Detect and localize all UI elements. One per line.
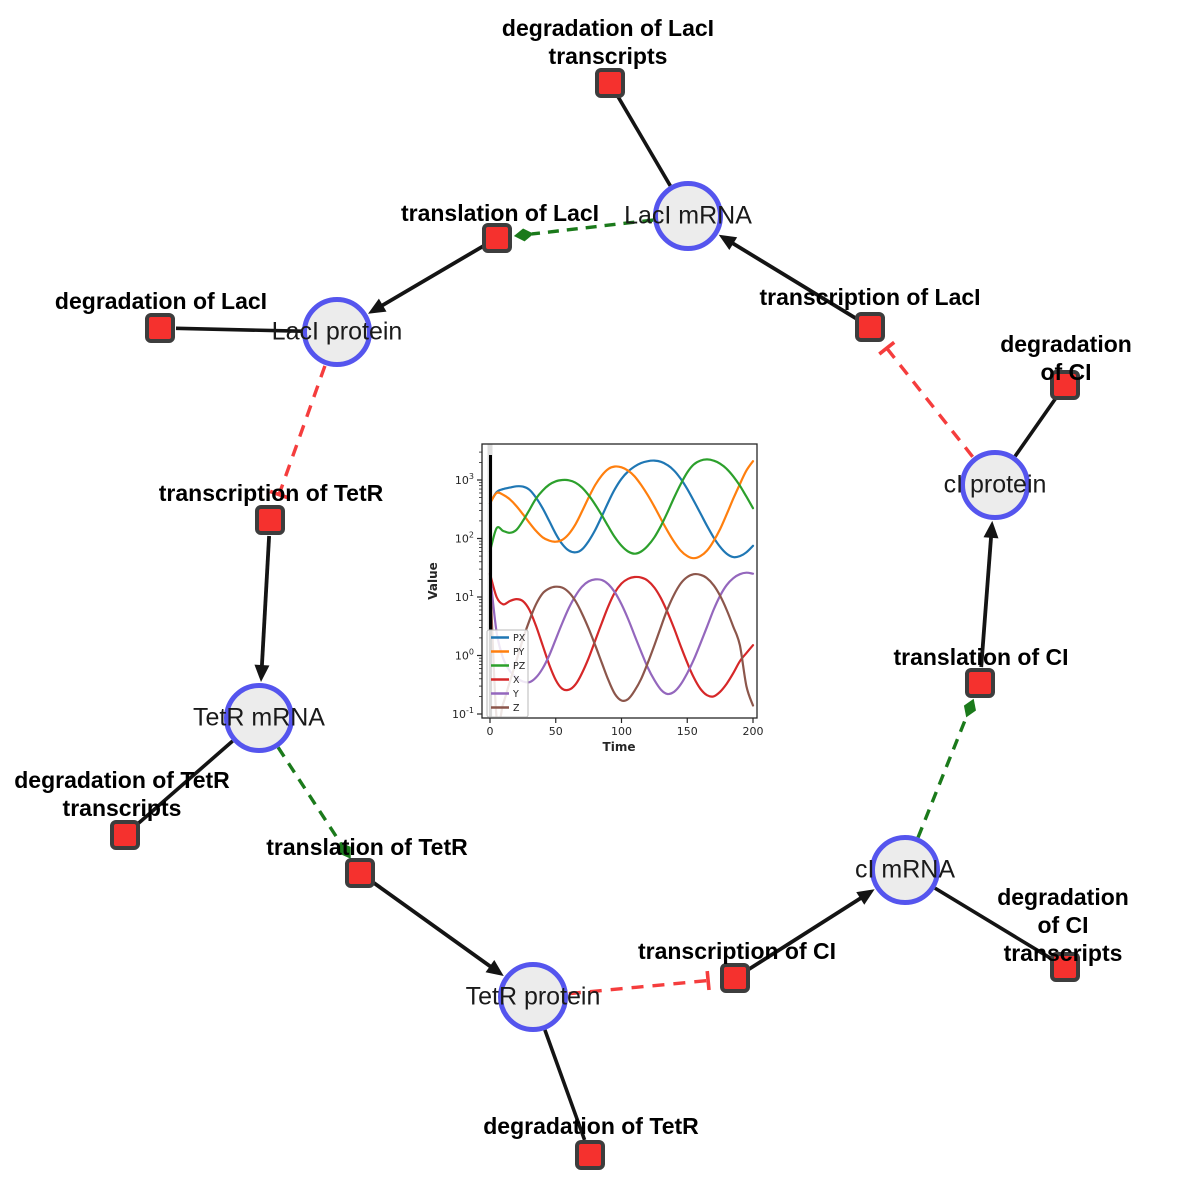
legend-entry-Y: Y [491,689,519,700]
x-axis-tick-label: 50 [549,725,563,738]
y-axis-tick-label: 100 [455,648,474,663]
chart-x-axis-label: Time [602,740,636,754]
legend-label-PZ: PZ [513,661,526,672]
edge-transl_laci-laci_protein-arrowhead [368,298,387,314]
legend-label-PY: PY [513,647,525,658]
chart-frame [481,443,758,719]
series-PX-line [488,459,755,559]
edge-transl_tetr-tetr_protein [371,880,496,971]
x-axis-tick-label: 150 [677,725,698,738]
legend-label-Y: Y [512,689,519,700]
chart-y-axis-label: Value [426,562,440,600]
edge-tetr_mrna-deg_tetr_tx [135,739,234,826]
legend: PX PY PZ XYZ [486,629,529,718]
edge-tetr_protein-deg_tetr [543,1029,587,1141]
y-axis-tick-label: 101 [455,589,474,604]
legend-entry-PZ: PZ [491,661,526,672]
edge-tetr_mrna-transl_tetr-diamond-arrowhead [339,842,351,859]
edge-ci_mrna-deg_ci_tx [933,886,1053,961]
edge-laci_mrna-transl_laci-diamond-arrowhead [513,228,534,242]
x-axis-tick-label: 100 [611,725,632,738]
legend-entry-X: X [491,675,520,686]
edge-transcr_ci-ci_mrna [747,894,866,972]
edge-transcr_tetr-tetr_mrna-arrowhead [254,664,270,683]
edge-laci_mrna-transl_laci [531,218,654,236]
edge-ci_mrna-transl_ci-diamond-arrowhead [963,698,976,718]
edge-ci_protein-deg_ci [1013,397,1058,458]
series-PY-line [488,460,755,560]
x-axis-tick-label: 0 [487,725,494,738]
edge-ci_protein-transcr_laci-tbar [878,340,896,356]
y-axis-tick-label: 102 [455,531,474,546]
legend-label-Z: Z [513,703,520,714]
legend-entry-Z: Z [491,703,520,714]
series-Z-line [488,572,755,718]
edge-transcr_tetr-tetr_mrna [259,535,272,671]
edge-tetr_mrna-transl_tetr [276,746,343,845]
series-Y-line [488,571,755,696]
legend-entry-PY: PY [491,647,525,658]
legend-label-PX: PX [513,633,526,644]
edge-transl_ci-ci_protein [979,532,994,668]
edge-laci_protein-transcr_tetr [277,365,327,496]
edge-deg_laci_tx-laci_mrna [616,95,672,187]
edge-laci_protein-transcr_tetr-tbar [269,489,289,500]
y-axis-tick-label: 103 [455,472,474,487]
edge-transcr_laci-laci_mrna [727,239,858,321]
edge-tetr_protein-transcr_ci-tbar [705,970,711,991]
edge-transcr_laci-laci_mrna-arrowhead [718,234,738,250]
edge-transl_ci-ci_protein-arrowhead [983,520,999,539]
curves-group [488,455,755,718]
y-axis-tick-label: 10-1 [452,706,474,721]
series-PZ-line [488,458,755,555]
legend-entry-PX: PX [491,633,526,644]
edge-tetr_protein-transcr_ci [568,978,709,996]
edge-ci_protein-transcr_laci [885,347,974,458]
legend-label-X: X [513,675,520,686]
series-X-line [488,572,755,698]
edge-laci_protein-deg_laci [175,326,303,334]
edge-ci_mrna-transl_ci [916,714,969,839]
x-axis-tick-label: 200 [743,725,764,738]
edge-transl_laci-laci_protein [377,244,485,310]
